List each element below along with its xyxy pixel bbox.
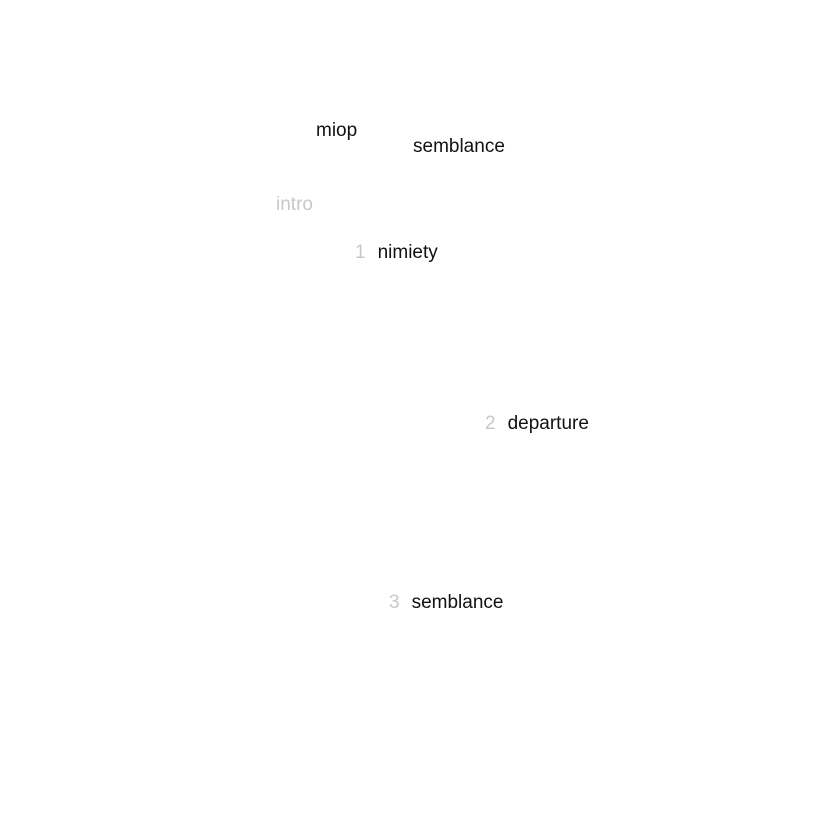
track-title[interactable]: semblance (411, 592, 504, 613)
track-title[interactable]: departure (507, 413, 589, 434)
current-track-title: semblance (413, 136, 505, 157)
track-item-3[interactable]: 3 semblance (389, 593, 503, 612)
intro-link[interactable]: intro (276, 194, 313, 215)
track-number: 2 (485, 413, 496, 434)
track-item-1[interactable]: 1 nimiety (355, 243, 438, 262)
site-title[interactable]: miop (316, 120, 358, 141)
track-title[interactable]: nimiety (377, 242, 438, 263)
track-number: 3 (389, 592, 400, 613)
track-item-2[interactable]: 2 departure (485, 414, 589, 433)
track-number: 1 (355, 242, 366, 263)
